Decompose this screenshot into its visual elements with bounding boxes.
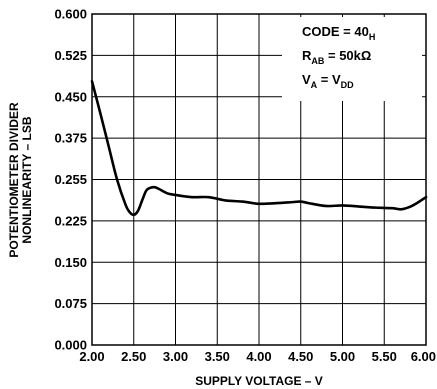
- x-tick-label: 4.50: [288, 349, 313, 364]
- y-axis-label-line1: POTENTIOMETER DIVIDER: [7, 102, 21, 258]
- annotation-line: VA = VDD: [302, 72, 354, 90]
- y-tick-label: 0.375: [54, 131, 87, 146]
- x-tick-label: 3.00: [163, 349, 188, 364]
- x-axis-label: SUPPLY VOLTAGE – V: [195, 374, 323, 388]
- y-axis-label-line2: NONLINEARITY – LSB: [20, 116, 34, 243]
- y-tick-label: 0.450: [54, 89, 87, 104]
- x-tick-label: 2.00: [79, 349, 104, 364]
- x-tick-labels: 2.00 2.50 3.00 3.50 4.00 4.50 5.00 5.50 6.00: [79, 349, 436, 364]
- y-tick-label: 0.150: [54, 255, 87, 270]
- y-tick-label: 0.255: [54, 172, 87, 187]
- annotations: CODE = 40H RAB = 50kΩ VA = VDD: [302, 24, 375, 90]
- annotation-line: CODE = 40H: [302, 24, 375, 42]
- plot-frame: [91, 13, 427, 346]
- y-tick-labels: 0.000 0.075 0.150 0.225 0.255 0.375 0.450 0.525…: [54, 7, 87, 353]
- annotation-line: RAB = 50kΩ: [302, 48, 371, 66]
- series-curve: [90, 80, 428, 217]
- annotation-box: [282, 17, 422, 101]
- y-tick-label: 0.000: [54, 338, 87, 353]
- x-tick-label: 2.50: [121, 349, 146, 364]
- x-tick-label: 6.00: [411, 349, 436, 364]
- x-tick-label: 5.50: [372, 349, 397, 364]
- y-tick-label: 0.600: [54, 7, 87, 22]
- x-tick-label: 5.00: [330, 349, 355, 364]
- y-tick-label: 0.225: [54, 213, 87, 228]
- y-tick-label: 0.075: [54, 296, 87, 311]
- x-tick-label: 3.50: [205, 349, 230, 364]
- y-tick-label: 0.525: [54, 48, 87, 63]
- x-tick-label: 4.00: [246, 349, 271, 364]
